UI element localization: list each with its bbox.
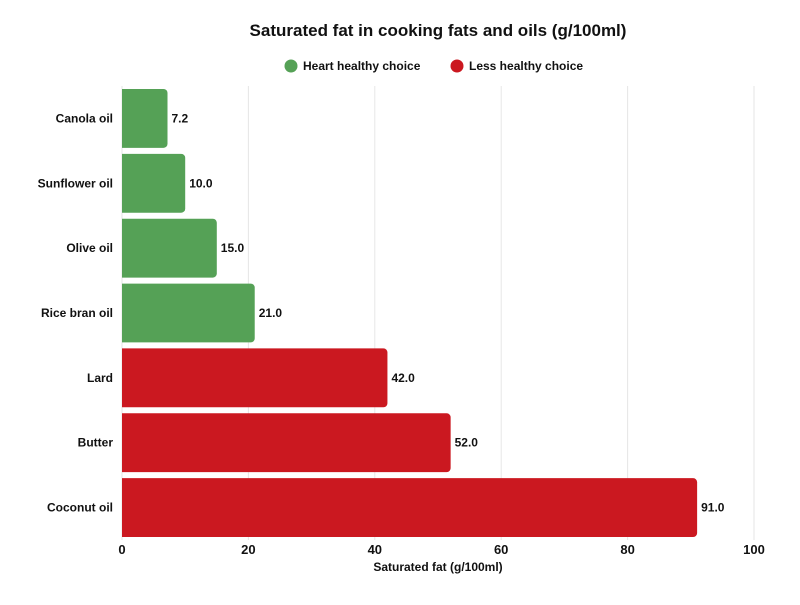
category-label: Coconut oil: [47, 501, 113, 515]
data-label: 52.0: [455, 436, 479, 450]
bar: [122, 89, 168, 148]
x-tick-label: 100: [743, 542, 765, 557]
legend-marker: [284, 59, 298, 73]
bar: [122, 413, 451, 473]
data-label: 21.0: [259, 306, 283, 320]
legend-marker: [450, 59, 464, 73]
x-tick-label: 60: [494, 542, 508, 557]
bar: [122, 153, 186, 213]
category-label: Sunflower oil: [38, 176, 113, 190]
data-label: 91.0: [701, 501, 725, 515]
bar: [122, 478, 698, 537]
legend: Heart healthy choice Less healthy choice: [284, 59, 583, 73]
data-label: 7.2: [172, 111, 189, 125]
bar: [122, 348, 388, 408]
data-label: 10.0: [189, 176, 213, 190]
legend-label: Heart healthy choice: [303, 59, 421, 73]
x-tick-label: 40: [368, 542, 382, 557]
x-axis-label: Saturated fat (g/100ml): [373, 560, 502, 574]
chart-title: Saturated fat in cooking fats and oils (…: [250, 21, 627, 40]
bar: [122, 283, 255, 343]
category-label: Canola oil: [56, 111, 113, 125]
category-label: Olive oil: [66, 241, 113, 255]
x-axis-ticks: 0 20 40 60 80 100: [118, 542, 764, 557]
data-label: 15.0: [221, 241, 245, 255]
bars: 7.2 Canola oil 10.0 Sunflower oil 15.0 Olive …: [38, 89, 725, 537]
category-label: Lard: [87, 371, 113, 385]
x-tick-label: 80: [620, 542, 634, 557]
x-tick-label: 20: [241, 542, 255, 557]
x-tick-label: 0: [118, 542, 125, 557]
bar: [122, 218, 217, 278]
data-label: 42.0: [391, 371, 415, 385]
category-label: Butter: [78, 436, 114, 450]
category-label: Rice bran oil: [41, 306, 113, 320]
legend-label: Less healthy choice: [469, 59, 583, 73]
